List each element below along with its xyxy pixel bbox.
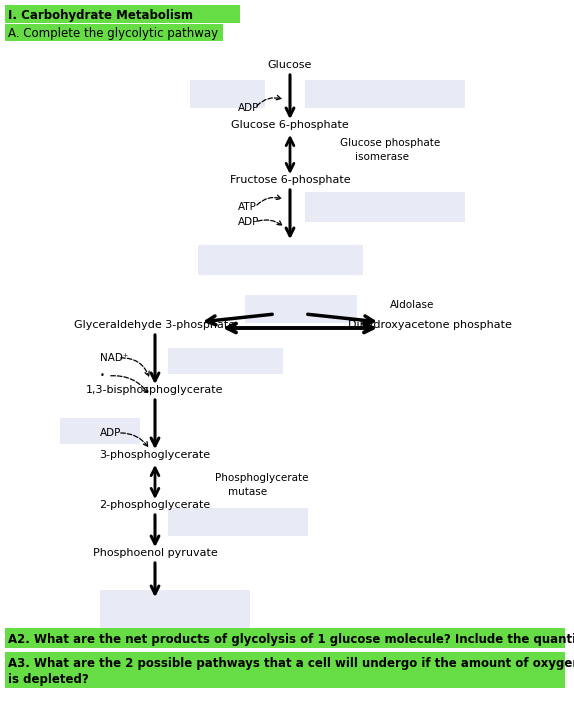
Text: Phosphoenol pyruvate: Phosphoenol pyruvate — [92, 548, 218, 558]
FancyBboxPatch shape — [5, 24, 223, 41]
FancyBboxPatch shape — [305, 192, 465, 222]
Text: I. Carbohydrate Metabolism: I. Carbohydrate Metabolism — [8, 8, 193, 22]
FancyBboxPatch shape — [5, 5, 240, 23]
Text: ADP: ADP — [238, 103, 259, 113]
FancyBboxPatch shape — [305, 80, 465, 108]
Text: •: • — [100, 371, 105, 380]
FancyBboxPatch shape — [198, 245, 363, 275]
Text: 2-phosphoglycerate: 2-phosphoglycerate — [99, 500, 211, 510]
FancyBboxPatch shape — [5, 628, 565, 648]
Text: Dihydroxyacetone phosphate: Dihydroxyacetone phosphate — [348, 320, 512, 330]
Text: Glucose phosphate: Glucose phosphate — [340, 138, 440, 148]
Text: ADP: ADP — [100, 428, 121, 438]
Text: isomerase: isomerase — [355, 152, 409, 162]
Text: A2. What are the net products of glycolysis of 1 glucose molecule? Include the q: A2. What are the net products of glycoly… — [8, 633, 574, 646]
Text: ADP: ADP — [238, 217, 259, 227]
FancyBboxPatch shape — [168, 348, 283, 374]
Text: Aldolase: Aldolase — [390, 300, 435, 310]
Text: Phosphoglycerate: Phosphoglycerate — [215, 473, 308, 483]
Text: is depleted?: is depleted? — [8, 673, 89, 685]
Text: ATP: ATP — [238, 202, 257, 212]
Text: 3-phosphoglycerate: 3-phosphoglycerate — [99, 450, 211, 460]
Text: NAD⁺: NAD⁺ — [100, 353, 129, 363]
FancyBboxPatch shape — [190, 80, 265, 108]
FancyBboxPatch shape — [168, 508, 308, 536]
Text: mutase: mutase — [228, 487, 267, 497]
FancyBboxPatch shape — [245, 295, 357, 323]
Text: Fructose 6-phosphate: Fructose 6-phosphate — [230, 175, 350, 185]
Text: Glucose: Glucose — [268, 60, 312, 70]
Text: A3. What are the 2 possible pathways that a cell will undergo if the amount of o: A3. What are the 2 possible pathways tha… — [8, 656, 574, 670]
Text: A. Complete the glycolytic pathway: A. Complete the glycolytic pathway — [8, 27, 218, 39]
FancyBboxPatch shape — [100, 590, 250, 628]
Text: Glucose 6-phosphate: Glucose 6-phosphate — [231, 120, 349, 130]
Text: Glyceraldehyde 3-phosphate: Glyceraldehyde 3-phosphate — [75, 320, 235, 330]
FancyBboxPatch shape — [60, 418, 140, 444]
FancyBboxPatch shape — [5, 652, 565, 688]
Text: 1,3-bisphosphoglycerate: 1,3-bisphosphoglycerate — [86, 385, 224, 395]
